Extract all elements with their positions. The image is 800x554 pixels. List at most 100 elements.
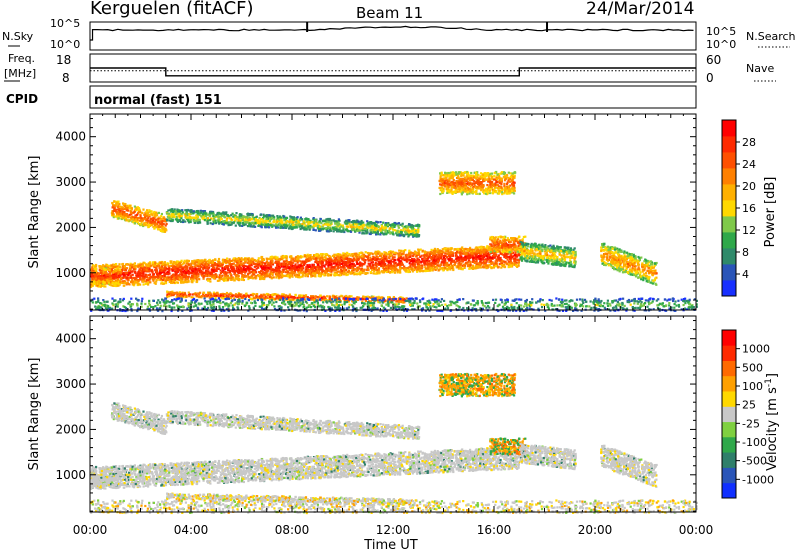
power-cell [210, 273, 212, 275]
power-cell [158, 212, 160, 214]
power-cell [334, 254, 336, 256]
power-cell [211, 265, 213, 267]
power-cell [188, 272, 190, 274]
power-cell [267, 269, 269, 271]
power-cell [241, 270, 243, 272]
power-cell [431, 264, 433, 266]
power-cell [445, 264, 447, 266]
power-cell [107, 269, 109, 271]
power-cell [279, 264, 281, 266]
power-cell [370, 271, 372, 273]
power-cell [468, 259, 470, 261]
power-cell [234, 274, 236, 276]
power-cell [143, 277, 145, 279]
power-cell [305, 294, 307, 296]
power-cell [314, 275, 316, 277]
power-cell [197, 259, 199, 261]
power-cell [245, 293, 247, 295]
power-cell [207, 267, 209, 269]
power-cell [120, 272, 122, 274]
power-cell [398, 301, 400, 303]
power-cell [252, 258, 254, 260]
power-cell [131, 208, 133, 210]
power-cell [168, 265, 170, 267]
freq-right-tick-bottom: 0 [706, 71, 714, 85]
power-cell [402, 251, 404, 253]
power-cell [350, 295, 352, 297]
power-cell [226, 267, 228, 269]
power-cell [403, 259, 405, 261]
power-cell [156, 263, 158, 265]
power-cell [160, 262, 162, 264]
power-cell [314, 272, 316, 274]
power-cell [179, 266, 181, 268]
power-cell [409, 264, 411, 266]
power-cell [156, 279, 158, 281]
power-cell [407, 270, 409, 272]
power-cell [405, 256, 407, 258]
power-cell [139, 275, 141, 277]
power-cell [493, 266, 495, 268]
power-cell [267, 297, 269, 299]
power-cell [422, 270, 424, 272]
power-cell [161, 218, 163, 220]
power-cell [475, 267, 477, 269]
power-cell [306, 273, 308, 275]
power-cell [330, 266, 332, 268]
power-cell [191, 281, 193, 283]
power-cell [354, 268, 356, 270]
power-cell [160, 223, 162, 225]
power-cell [113, 200, 115, 202]
power-cell [359, 261, 361, 263]
power-cell [397, 271, 399, 273]
power-cell [470, 264, 472, 266]
power-cell [216, 266, 218, 268]
power-cell [448, 252, 450, 254]
radar-summary-plot: Kerguelen (fitACF) Beam 11 24/Mar/2014 N… [0, 0, 800, 554]
power-cell [507, 258, 509, 260]
power-cell [337, 271, 339, 273]
power-cell [330, 274, 332, 276]
power-cell [372, 261, 374, 263]
power-cell [413, 258, 415, 260]
power-cell [274, 293, 276, 295]
power-cell [152, 278, 154, 280]
power-cell [302, 265, 304, 267]
power-cell [394, 256, 396, 258]
power-cell [209, 278, 211, 280]
power-cell [241, 278, 243, 280]
power-cell [409, 256, 411, 258]
power-cell [370, 267, 372, 269]
power-cell [128, 283, 130, 285]
power-cell [142, 281, 144, 283]
power-cell [124, 205, 126, 207]
power-cell [508, 261, 510, 263]
power-cell [112, 271, 114, 273]
power-cell [193, 268, 195, 270]
power-cell [423, 262, 425, 264]
power-cell [438, 252, 440, 254]
power-cell [517, 259, 519, 261]
power-cell [482, 251, 484, 253]
power-cell [385, 266, 387, 268]
power-cell [150, 222, 152, 224]
power-cell [147, 283, 149, 285]
power-cell [297, 276, 299, 278]
power-cell [121, 208, 123, 210]
power-cell [218, 258, 220, 260]
power-cell [197, 292, 199, 294]
power-cell [371, 269, 373, 271]
power-cell [330, 260, 332, 262]
power-cell [154, 213, 156, 215]
power-cell [406, 297, 408, 299]
power-cell [285, 295, 287, 297]
power-cell [345, 258, 347, 260]
power-cell [126, 272, 128, 274]
power-cell [134, 206, 136, 208]
power-cell [195, 268, 197, 270]
power-cell [148, 214, 150, 216]
power-cell [241, 272, 243, 274]
power-cell [121, 211, 123, 213]
power-cell [390, 265, 392, 267]
power-cell [225, 279, 227, 281]
